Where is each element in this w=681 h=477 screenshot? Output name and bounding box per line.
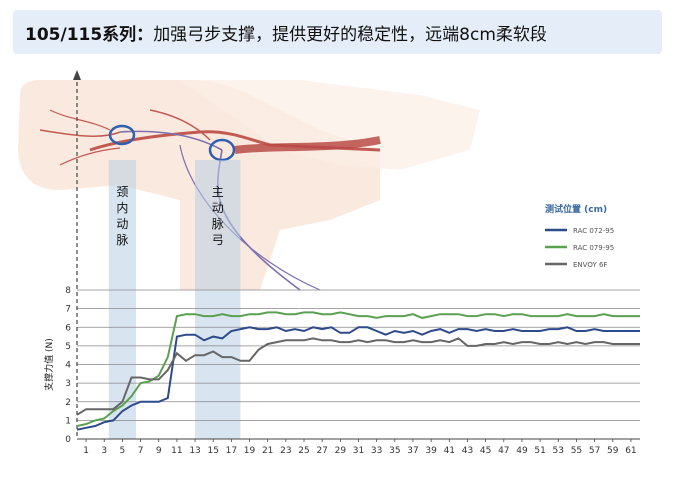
x-tick-label: 1 [83, 446, 89, 456]
anatomy-illustration [18, 80, 480, 291]
y-axis-label: 支撑力值 (N) [43, 338, 55, 391]
y-tick-label: 0 [65, 435, 71, 445]
y-tick-label: 6 [65, 323, 71, 333]
x-tick-label: 27 [316, 446, 327, 456]
x-tick-label: 5 [120, 446, 126, 456]
x-tick-label: 39 [425, 446, 437, 456]
region-band [108, 160, 137, 439]
series-line [76, 311, 640, 427]
region-label: 脉 [116, 232, 128, 247]
x-tick-label: 33 [371, 446, 382, 456]
x-tick-label: 25 [298, 446, 309, 456]
region-label: 脉 [212, 216, 224, 231]
x-tick-label: 59 [607, 446, 619, 456]
region-label: 主 [212, 185, 224, 199]
x-tick-label: 49 [516, 446, 528, 456]
x-tick-label: 45 [480, 446, 491, 456]
x-tick-label: 3 [101, 446, 107, 456]
x-tick-label: 31 [353, 446, 364, 456]
x-tick-label: 35 [389, 446, 400, 456]
x-tick-label: 7 [138, 446, 144, 456]
region-label: 弓 [212, 233, 224, 247]
y-tick-label: 2 [65, 398, 71, 408]
header-banner: 105/115系列：加强弓步支撑，提供更好的稳定性，远端8cm柔软段 [13, 10, 662, 54]
x-tick-label: 47 [498, 446, 509, 456]
x-tick-label: 53 [553, 446, 564, 456]
x-tick-label: 19 [244, 446, 256, 456]
legend-entry: ENVOY 6F [573, 261, 607, 269]
x-tick-label: 13 [189, 446, 200, 456]
x-tick-label: 61 [625, 446, 636, 456]
x-tick-label: 51 [534, 446, 545, 456]
legend-title: 测试位置 (cm) [545, 203, 607, 215]
x-tick-label: 11 [171, 446, 182, 456]
region-label: 颈 [116, 185, 128, 199]
region-band [195, 160, 241, 439]
y-tick-label: 7 [65, 305, 71, 315]
legend-entry: RAC 072-95 [573, 227, 614, 235]
carotid-marker [108, 124, 136, 146]
region-label: 内 [116, 201, 128, 215]
y-tick-label: 5 [65, 342, 71, 352]
x-tick-label: 43 [462, 446, 473, 456]
x-tick-label: 55 [571, 446, 582, 456]
header-title: 105/115系列：加强弓步支撑，提供更好的稳定性，远端8cm柔软段 [25, 25, 547, 45]
y-tick-label: 3 [65, 379, 71, 389]
legend-entry: RAC 079-95 [573, 244, 614, 252]
x-tick-label: 17 [226, 446, 237, 456]
x-tick-label: 37 [407, 446, 418, 456]
x-tick-label: 41 [444, 446, 455, 456]
series-line [76, 337, 640, 416]
y-tick-label: 1 [65, 416, 71, 426]
region-label: 动 [116, 217, 128, 231]
y-tick-label: 4 [65, 361, 71, 371]
x-tick-label: 15 [207, 446, 218, 456]
region-label: 动 [212, 201, 224, 215]
x-tick-label: 9 [156, 446, 162, 456]
y-axis-arrow [73, 70, 81, 80]
series-line [76, 326, 640, 431]
x-tick-label: 29 [335, 446, 347, 456]
x-tick-label: 23 [280, 446, 291, 456]
y-tick-label: 8 [65, 286, 71, 296]
x-tick-label: 57 [589, 446, 600, 456]
x-tick-label: 21 [262, 446, 273, 456]
